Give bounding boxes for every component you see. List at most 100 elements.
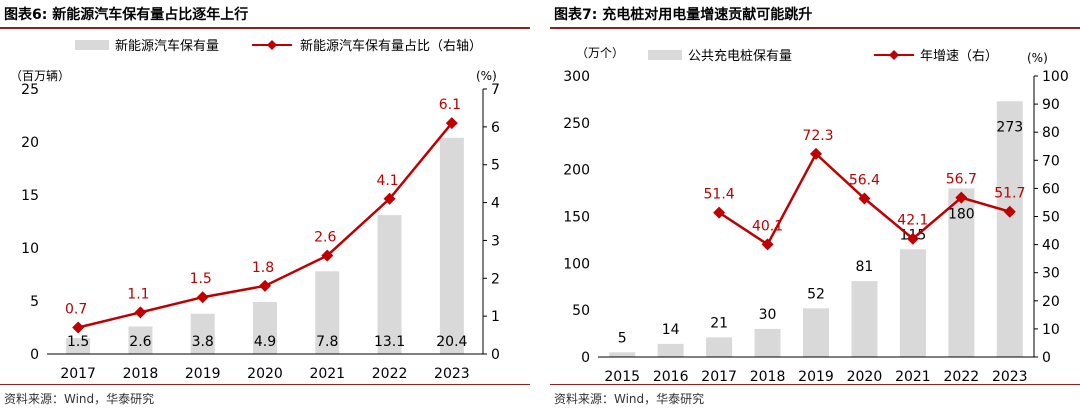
- line-point: [858, 192, 871, 205]
- line-value-label: 1.5: [190, 271, 212, 287]
- left-axis-unit: （万个）: [576, 46, 624, 60]
- right-axis-tick-label: 40: [1042, 238, 1060, 254]
- line-value-label: 1.8: [252, 260, 274, 276]
- right-axis-unit: (%): [476, 69, 497, 83]
- x-axis-tick-label: 2022: [944, 369, 980, 385]
- source-rule: [550, 384, 1080, 385]
- chart-right: 公共充电桩保有量 年增速（右） （万个） (%) 0 50 100 150 200 250 300 0…: [563, 46, 1069, 385]
- bar-value-label: 180: [948, 206, 975, 222]
- chart-title: 图表6: 新能源汽车保有量占比逐年上行: [4, 7, 249, 23]
- left-axis-tick-label: 20: [21, 135, 39, 151]
- bar: [377, 215, 402, 354]
- right-axis-tick-label: 60: [1042, 181, 1060, 197]
- legend-bar-label: 新能源汽车保有量: [115, 38, 219, 54]
- x-axis-tick-label: 2023: [992, 369, 1028, 385]
- x-axis-tick-label: 2022: [372, 366, 408, 382]
- bar-value-label: 1.5: [67, 334, 89, 350]
- chart-panel-right: 图表7: 充电桩对用电量增速贡献可能跳升 公共充电桩保有量 年增速（右） （万个） (…: [550, 0, 1080, 411]
- bar-value-label: 30: [759, 307, 777, 323]
- left-axis-tick-label: 150: [563, 210, 590, 226]
- left-axis-tick-label: 300: [563, 69, 590, 85]
- line-value-label: 40.1: [752, 218, 783, 234]
- right-axis-tick-label: 4: [491, 196, 500, 212]
- x-axis-tick-label: 2018: [750, 369, 786, 385]
- right-axis-tick-label: 2: [491, 271, 500, 287]
- line-value-label: 4.1: [376, 173, 398, 189]
- line-point: [1003, 205, 1016, 218]
- legend-bar-swatch: [648, 50, 682, 60]
- bar: [66, 338, 91, 354]
- right-axis-tick-label: 90: [1042, 97, 1060, 113]
- right-axis-unit: (%): [1027, 51, 1048, 65]
- bar-value-label: 2.6: [129, 334, 151, 350]
- left-axis-tick-label: 0: [30, 347, 39, 363]
- bar-value-label: 81: [856, 259, 874, 275]
- line-value-label: 51.7: [994, 186, 1025, 202]
- x-axis-tick-label: 2020: [847, 369, 883, 385]
- bar: [948, 188, 975, 357]
- legend-line-label: 年增速（右）: [920, 49, 998, 64]
- title-rule: [550, 27, 1080, 29]
- bar: [253, 302, 277, 354]
- line-point: [761, 238, 774, 251]
- bar-value-label: 4.9: [254, 334, 276, 350]
- bar: [851, 281, 878, 357]
- bar: [609, 352, 636, 357]
- line-value-label: 0.7: [65, 302, 87, 318]
- bar-value-label: 21: [710, 315, 728, 331]
- left-axis-tick-label: 0: [581, 350, 590, 366]
- left-axis-tick-label: 100: [563, 256, 590, 272]
- x-axis-tick-label: 2020: [247, 366, 283, 382]
- x-axis-tick-label: 2019: [798, 369, 834, 385]
- right-axis-tick-label: 7: [491, 82, 500, 98]
- right-axis-tick-label: 30: [1042, 266, 1060, 282]
- line-value-label: 72.3: [802, 128, 833, 144]
- x-axis-tick-label: 2021: [309, 366, 345, 382]
- title-bar: 图表6: 新能源汽车保有量占比逐年上行: [0, 0, 530, 29]
- line-point: [445, 117, 458, 130]
- line-point: [906, 232, 919, 245]
- right-axis-tick-label: 100: [1042, 69, 1069, 85]
- line-point: [713, 206, 726, 219]
- line-value-label: 51.4: [704, 187, 735, 203]
- right-axis-tick-label: 10: [1042, 322, 1060, 338]
- right-axis-tick-label: 20: [1042, 294, 1060, 310]
- right-axis-tick-label: 70: [1042, 153, 1060, 169]
- x-axis-tick-label: 2018: [123, 366, 159, 382]
- line-point: [196, 291, 209, 304]
- line-value-label: 42.1: [897, 213, 928, 229]
- legend-line-marker: [267, 40, 277, 50]
- bar: [439, 137, 464, 354]
- bar: [706, 337, 733, 357]
- bar: [754, 328, 781, 357]
- bar: [190, 313, 215, 354]
- chart-title: 图表7: 充电桩对用电量增速贡献可能跳升: [554, 7, 813, 23]
- x-axis-tick-label: 2019: [185, 366, 221, 382]
- line-point: [259, 279, 271, 292]
- right-axis-tick-label: 0: [1042, 350, 1051, 366]
- line-point: [955, 191, 968, 204]
- bar: [803, 308, 829, 357]
- left-axis-tick-label: 50: [572, 303, 590, 319]
- x-axis-tick-label: 2015: [604, 369, 640, 385]
- right-axis-tick-label: 3: [491, 233, 500, 249]
- chart-source: 资料来源：Wind，华泰研究: [554, 392, 705, 406]
- right-axis-tick-label: 5: [491, 158, 500, 174]
- bar-value-label: 7.8: [316, 334, 338, 350]
- legend-bar-swatch: [75, 40, 109, 50]
- bar-value-label: 20.4: [436, 334, 467, 350]
- bar-value-label: 52: [807, 286, 825, 302]
- right-axis-tick-label: 1: [491, 309, 500, 325]
- bar-value-label: 14: [662, 322, 680, 338]
- legend-bar-label: 公共充电桩保有量: [688, 48, 792, 64]
- right-axis-tick-label: 50: [1042, 210, 1060, 226]
- bar-value-label: 273: [996, 119, 1023, 135]
- right-axis-tick-label: 0: [491, 347, 500, 363]
- bar-value-label: 3.8: [192, 334, 214, 350]
- x-axis-tick-label: 2017: [701, 369, 737, 385]
- legend-line-marker: [889, 50, 899, 60]
- bar: [128, 326, 153, 354]
- line-value-label: 1.1: [127, 286, 149, 302]
- source-rule: [0, 384, 530, 385]
- left-axis-tick-label: 200: [563, 163, 590, 179]
